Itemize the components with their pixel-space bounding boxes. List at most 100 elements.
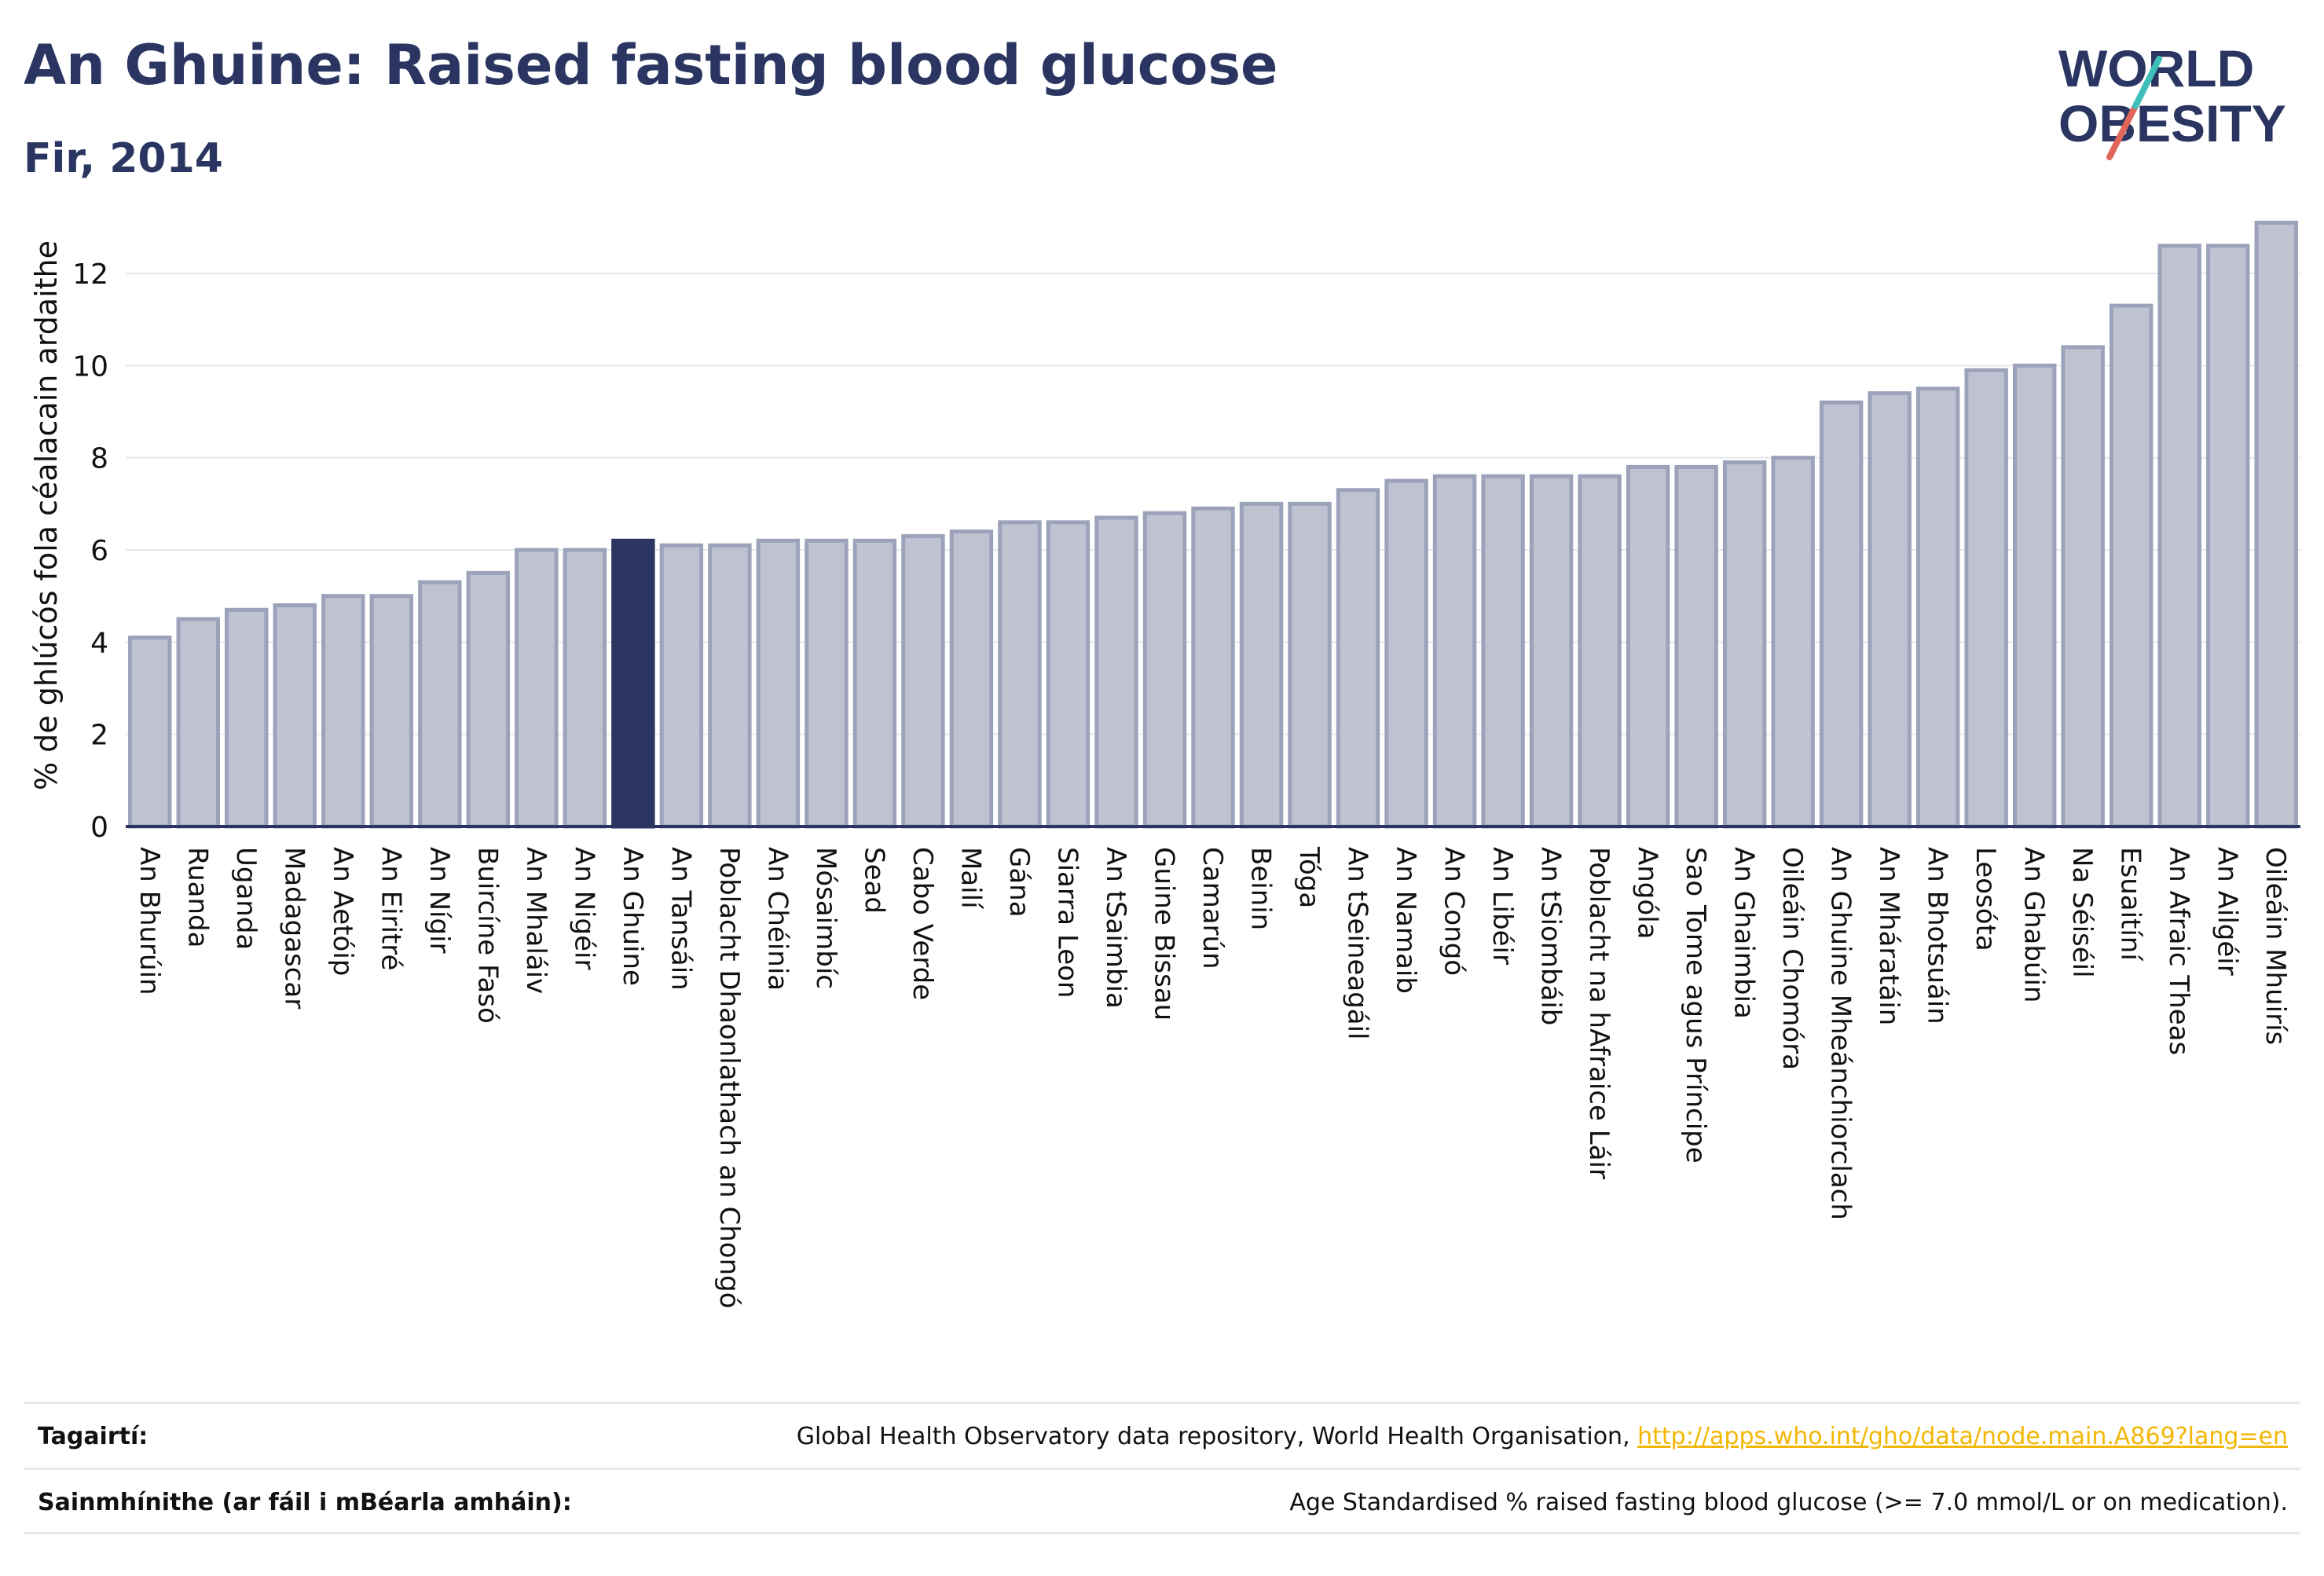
definitions-value: Age Standardised % raised fasting blood … <box>1289 1489 2288 1516</box>
x-tick-label: An Ghuine Mheánchiorclach <box>1825 847 1857 1220</box>
bar <box>659 543 704 829</box>
x-tick-label: Gána <box>1003 847 1035 918</box>
x-tick-label: An Bhurúin <box>134 847 165 995</box>
x-tick-label: Tóga <box>1293 846 1325 908</box>
bar <box>1915 387 1960 829</box>
y-tick-label: 10 <box>72 350 108 383</box>
x-tick-label: Madagascar <box>278 847 310 1009</box>
chart-title: An Ghuine: Raised fasting blood glucose <box>24 33 1278 97</box>
bar <box>901 533 945 829</box>
bar-chart: 0 2 4 6 8 10 12 An Bhurúin Ruanda Uganda Madagasca… <box>29 220 2300 1309</box>
footer-divider <box>24 1532 2300 1534</box>
x-tick-label: Sead <box>858 847 889 914</box>
x-tick-label: An Eiritré <box>375 847 406 970</box>
x-tick-label: Na Séiséil <box>2066 847 2098 978</box>
logo-slash-red <box>2106 103 2139 160</box>
bar <box>1094 515 1138 829</box>
bar <box>273 603 317 829</box>
bar <box>1674 464 1718 829</box>
y-tick-label: 6 <box>90 535 108 567</box>
bar <box>515 548 559 829</box>
x-tick-label: An Chéinia <box>761 847 793 991</box>
x-tick-label: Oileáin Chomóra <box>1776 847 1808 1070</box>
bar <box>2012 363 2057 829</box>
y-tick-label: 12 <box>72 258 108 291</box>
x-tick-label: Buircíne Fasó <box>471 847 503 1024</box>
x-tick-label: An Ghaimbia <box>1728 847 1760 1019</box>
bar <box>225 607 269 829</box>
bar <box>176 617 220 829</box>
x-tick-label: An Mháratáin <box>1873 847 1904 1025</box>
bar <box>1288 501 1332 829</box>
x-tick-label: An Ailgéir <box>2212 847 2243 976</box>
x-tick-label: Mósaimbíc <box>810 847 841 989</box>
references-link[interactable]: http://apps.who.int/gho/data/node.main.A… <box>1637 1423 2288 1450</box>
x-tick-label: An tSiombáib <box>1535 847 1567 1025</box>
x-tick-label: Poblacht Dhaonlathach an Chongó <box>713 847 745 1309</box>
logo-line2: OBESITY <box>2058 94 2286 152</box>
tick-labels: 0 2 4 6 8 10 12 An Bhurúin Ruanda Uganda Madagasca… <box>72 258 2291 1309</box>
x-tick-label: An Ghabúin <box>2018 847 2050 1002</box>
x-tick-label: An Afraic Theas <box>2163 847 2194 1055</box>
bar <box>1191 506 1235 829</box>
bar <box>1046 520 1091 829</box>
x-tick-label: Siarra Leon <box>1051 847 1083 998</box>
bar <box>1336 488 1380 829</box>
bar <box>2157 244 2201 829</box>
references-label: Tagairtí: <box>38 1423 148 1450</box>
x-tick-label: Leosóta <box>1970 847 2001 951</box>
references-row: Tagairtí: Global Health Observatory data… <box>24 1402 2300 1468</box>
references-value: Global Health Observatory data repositor… <box>797 1423 2288 1450</box>
bar <box>466 570 511 829</box>
x-tick-label: An Nígir <box>423 847 455 954</box>
bar <box>1626 464 1670 829</box>
bar-highlighted <box>611 538 655 829</box>
bar <box>998 520 1042 829</box>
bar <box>369 594 414 829</box>
bar <box>1868 391 1912 829</box>
x-tick-label: An Tansáin <box>665 847 696 991</box>
x-tick-label: An Aetóip <box>327 847 358 976</box>
bar <box>1771 456 1815 829</box>
x-tick-label: Mailí <box>955 847 986 910</box>
y-tick-label: 8 <box>90 443 108 475</box>
x-tick-label: Esuaitíní <box>2115 847 2146 962</box>
x-tick-label: An tSeineagáil <box>1342 847 1373 1040</box>
bar <box>1819 400 1864 829</box>
bar <box>1239 501 1284 829</box>
x-tick-label: An tSaimbia <box>1100 847 1131 1009</box>
bar <box>1432 474 1477 829</box>
y-tick-label: 2 <box>90 720 108 752</box>
bar <box>756 538 801 829</box>
definitions-label: Sainmhínithe (ar fáil i mBéarla amháin): <box>38 1489 572 1516</box>
bar <box>949 530 994 829</box>
x-tick-label: Poblacht na hAfraice Láir <box>1583 847 1615 1179</box>
x-tick-label: Camarún <box>1197 847 1228 969</box>
logo-slash-teal <box>2132 56 2162 109</box>
bar <box>852 538 897 829</box>
definitions-row: Sainmhínithe (ar fáil i mBéarla amháin):… <box>24 1468 2300 1534</box>
x-tick-label: An Namaib <box>1390 847 1421 994</box>
references-text: Global Health Observatory data repositor… <box>796 1423 1638 1450</box>
x-tick-label: Beinin <box>1245 847 1277 930</box>
y-axis-label: % de ghlúcós fola céalacain ardaithe <box>29 240 64 790</box>
bar <box>418 580 462 829</box>
x-tick-label: Sao Tome agus Príncipe <box>1680 847 1711 1164</box>
x-tick-label: An Libéir <box>1486 847 1518 965</box>
x-tick-label: Cabo Verde <box>907 847 938 1000</box>
y-tick-label: 0 <box>90 812 108 844</box>
bar <box>1529 474 1574 829</box>
x-tick-label: An Mhaláiv <box>520 847 552 994</box>
bar <box>2254 220 2298 829</box>
x-tick-label: Angóla <box>1632 847 1663 939</box>
y-tick-label: 4 <box>90 627 108 659</box>
bar <box>1964 368 2008 829</box>
x-tick-label: Guine Bissau <box>1148 847 1179 1021</box>
bar <box>1722 460 1767 829</box>
bar <box>1384 478 1428 829</box>
x-tick-label: Uganda <box>230 847 262 950</box>
bar <box>1142 511 1187 829</box>
bar <box>1578 474 1622 829</box>
bar <box>563 548 607 829</box>
x-tick-label: An Nigéir <box>568 847 599 969</box>
